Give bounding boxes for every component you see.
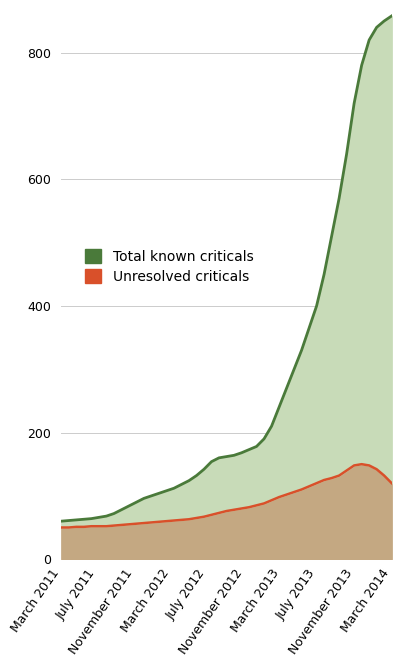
Legend: Total known criticals, Unresolved criticals: Total known criticals, Unresolved critic… <box>85 249 253 284</box>
